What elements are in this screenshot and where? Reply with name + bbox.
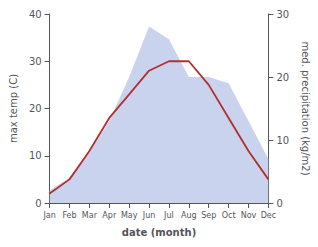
svg-text:max temp (C): max temp (C) [8, 74, 19, 143]
svg-text:Sep: Sep [201, 211, 216, 220]
svg-text:Dec: Dec [261, 211, 276, 220]
svg-text:Nov: Nov [241, 211, 257, 220]
svg-text:Feb: Feb [62, 211, 76, 220]
svg-text:Oct: Oct [222, 211, 236, 220]
svg-text:20: 20 [276, 72, 289, 83]
svg-text:10: 10 [29, 150, 42, 161]
svg-text:Aug: Aug [181, 211, 197, 220]
svg-text:0: 0 [35, 198, 41, 209]
svg-text:date (month): date (month) [122, 227, 196, 238]
svg-text:0: 0 [276, 198, 282, 209]
svg-text:40: 40 [29, 9, 42, 20]
svg-text:30: 30 [29, 56, 42, 67]
svg-text:Jul: Jul [163, 211, 174, 220]
svg-text:med. precipitation (kg/m2): med. precipitation (kg/m2) [300, 41, 311, 175]
svg-text:30: 30 [276, 9, 289, 20]
svg-text:Jan: Jan [42, 211, 55, 220]
svg-text:Apr: Apr [102, 211, 117, 220]
svg-text:20: 20 [29, 103, 42, 114]
svg-text:May: May [121, 211, 138, 220]
svg-text:Jun: Jun [142, 211, 156, 220]
svg-text:10: 10 [276, 135, 289, 146]
svg-text:Mar: Mar [82, 211, 98, 220]
